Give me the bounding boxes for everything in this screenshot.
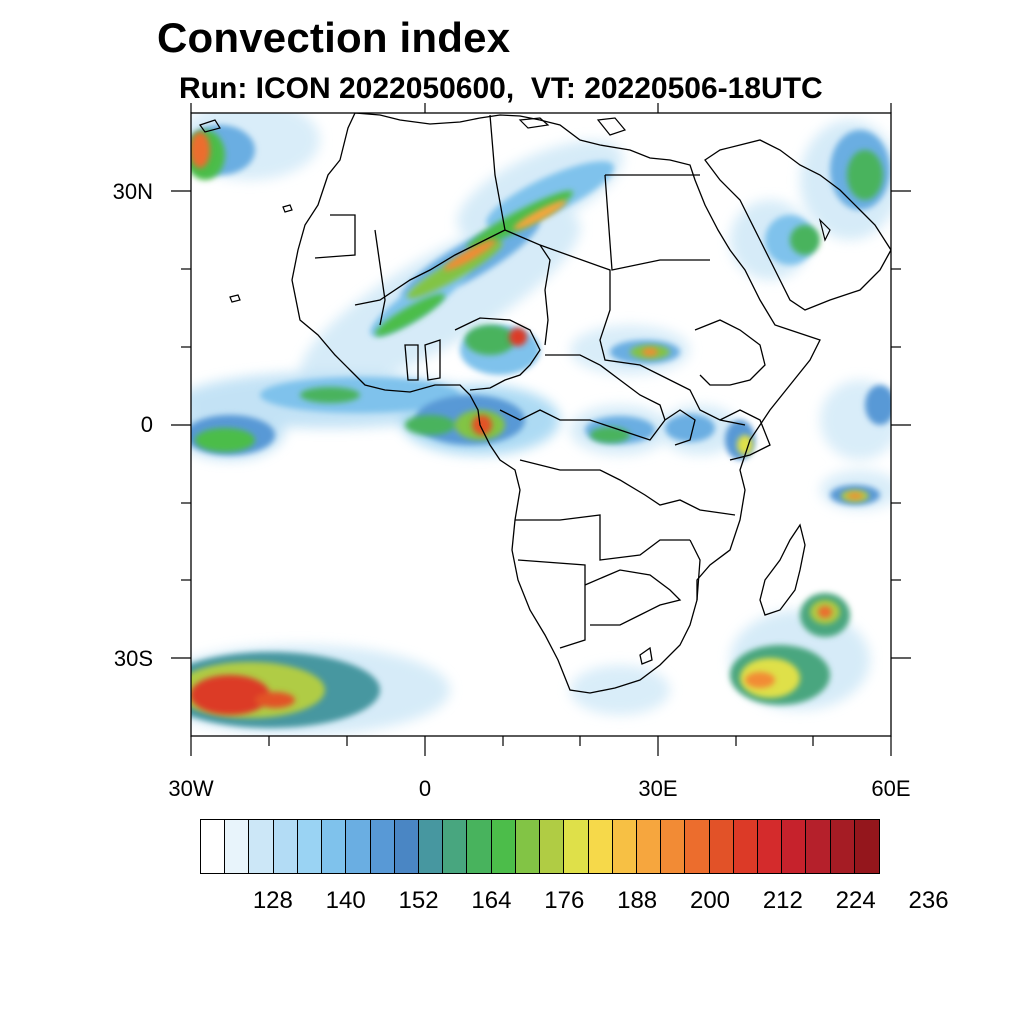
colorbar-label: 212 [762,887,803,914]
x-label-0: 0 [418,776,432,801]
colorbar-box [346,820,371,873]
run-label: Run: [179,72,248,105]
colorbar-label: 164 [471,887,512,914]
colorbar-label: 236 [908,887,949,914]
colorbar-box [394,820,419,873]
islands [199,117,831,303]
convection-field [191,113,891,735]
colorbar-box [685,820,710,873]
colorbar-box [201,820,226,873]
colorbar-box [733,820,759,873]
colorbar-box [806,820,831,873]
colorbar-label: 152 [398,887,439,914]
x-label-60e: 60E [871,776,911,801]
colorbar-label: 188 [617,887,658,914]
colorbar-box [564,820,589,873]
colorbar-label: 224 [835,887,876,914]
colorbar-box [418,820,444,873]
colorbar-box [758,820,783,873]
colorbar-box [225,820,250,873]
x-label-30w: 30W [168,776,214,801]
country-borders [291,113,891,694]
vt-label: VT: [530,72,576,105]
colorbar-box [322,820,347,873]
colorbar-box [370,820,395,873]
colorbar-label: 140 [325,887,366,914]
colorbar-box [854,820,880,873]
colorbar-box [830,820,855,873]
axis-ticks [171,103,911,756]
run-value: ICON 2022050600, [255,72,515,105]
colorbar-box [297,820,323,873]
y-label-0: 0 [140,412,153,437]
colorbar-box [636,820,662,873]
colorbar-box [515,820,541,873]
colorbar-box [709,820,734,873]
colorbar-box [661,820,686,873]
colorbar-box [540,820,565,873]
colorbar-box [782,820,807,873]
colorbar-box [467,820,492,873]
colorbar-box [249,820,274,873]
colorbar-box [588,820,613,873]
vt-value: 20220506-18UTC [584,72,823,105]
colorbar-box [491,820,516,873]
chart-title: Convection index [157,14,511,61]
colorbar [200,819,880,874]
colorbar-label: 128 [252,887,293,914]
colorbar-box [443,820,468,873]
x-label-30e: 30E [638,776,678,801]
colorbar-box [273,820,298,873]
colorbar-label: 176 [544,887,585,914]
y-label-30s: 30S [113,646,153,671]
chart-subtitle: Run: ICON 2022050600, VT: 20220506-18UTC [179,72,823,106]
colorbar-box [612,820,637,873]
colorbar-label: 200 [689,887,731,914]
y-label-30n: 30N [112,179,153,204]
